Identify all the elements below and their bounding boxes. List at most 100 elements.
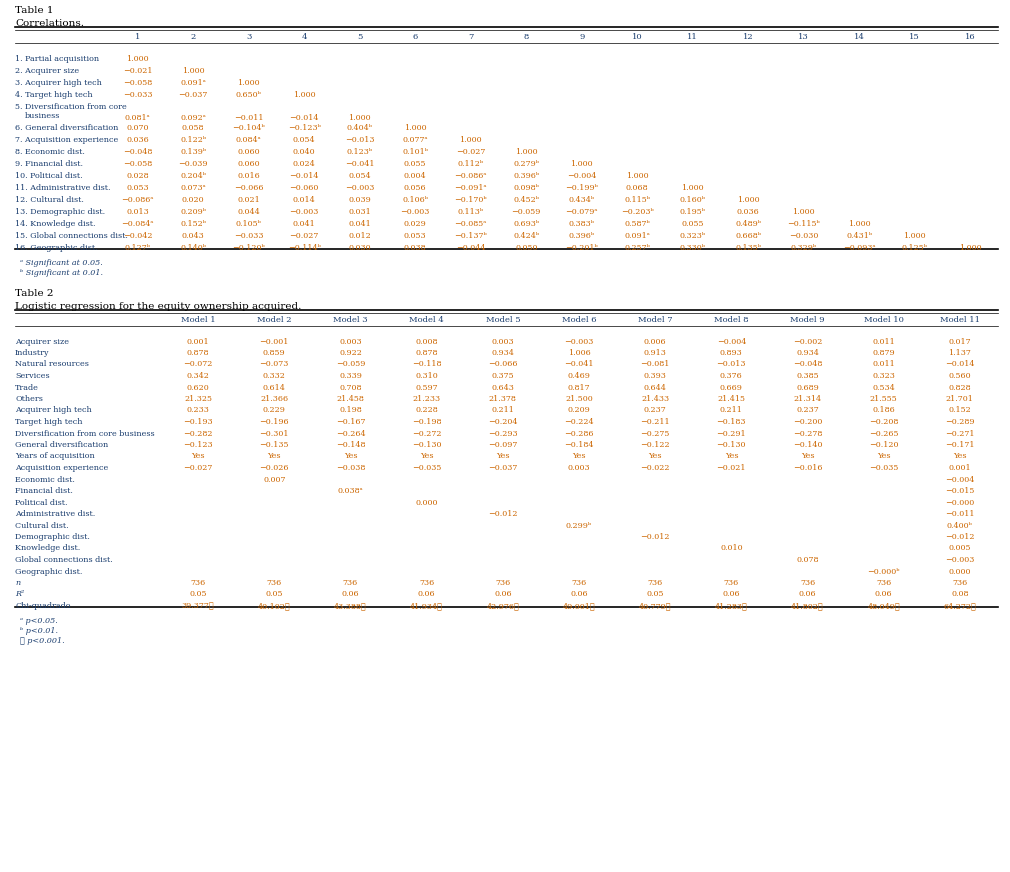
Text: −0.021: −0.021 xyxy=(717,464,746,472)
Text: −0.059: −0.059 xyxy=(511,208,541,216)
Text: Yes: Yes xyxy=(801,453,814,460)
Text: 0.329ᵇ: 0.329ᵇ xyxy=(791,244,817,252)
Text: −0.039: −0.039 xyxy=(179,160,208,168)
Text: 0.000: 0.000 xyxy=(415,499,438,507)
Text: R²: R² xyxy=(15,590,24,598)
Text: Model 9: Model 9 xyxy=(790,316,825,324)
Text: 0.669: 0.669 xyxy=(720,384,742,392)
Text: 21.701: 21.701 xyxy=(946,395,974,403)
Text: −0.148: −0.148 xyxy=(335,441,366,449)
Text: 7. Acquisition experience: 7. Acquisition experience xyxy=(15,136,118,144)
Text: 13. Demographic dist.: 13. Demographic dist. xyxy=(15,208,105,216)
Text: 0.092ᵃ: 0.092ᵃ xyxy=(181,113,206,121)
Text: −0.011: −0.011 xyxy=(945,510,975,518)
Text: −0.171: −0.171 xyxy=(945,441,975,449)
Text: −0.004: −0.004 xyxy=(567,172,597,180)
Text: 0.003: 0.003 xyxy=(339,337,362,345)
Text: 0.091ᵃ: 0.091ᵃ xyxy=(624,232,650,240)
Text: −0.000ᵇ: −0.000ᵇ xyxy=(868,568,900,576)
Text: 0.021: 0.021 xyxy=(237,196,261,204)
Text: 0.060: 0.060 xyxy=(237,148,260,156)
Text: 0.013: 0.013 xyxy=(126,208,149,216)
Text: 0.041: 0.041 xyxy=(348,220,371,228)
Text: −0.293: −0.293 xyxy=(488,430,518,438)
Text: −0.012: −0.012 xyxy=(488,510,517,518)
Text: −0.130: −0.130 xyxy=(412,441,441,449)
Text: Correlations.: Correlations. xyxy=(15,19,84,28)
Text: −0.073: −0.073 xyxy=(260,360,289,369)
Text: −0.027: −0.027 xyxy=(290,232,319,240)
Text: −0.033: −0.033 xyxy=(234,232,264,240)
Text: 0.668ᵇ: 0.668ᵇ xyxy=(735,232,762,240)
Text: −0.140: −0.140 xyxy=(793,441,822,449)
Text: 0.339: 0.339 xyxy=(339,372,362,380)
Text: −0.120ᵇ: −0.120ᵇ xyxy=(232,244,265,252)
Text: 0.038: 0.038 xyxy=(404,244,426,252)
Text: 0.893: 0.893 xyxy=(720,349,742,357)
Text: 0.323ᵇ: 0.323ᵇ xyxy=(680,232,706,240)
Text: 0.068: 0.068 xyxy=(626,184,648,192)
Text: −0.059: −0.059 xyxy=(335,360,366,369)
Text: −0.271: −0.271 xyxy=(945,430,975,438)
Text: 0.06: 0.06 xyxy=(341,590,360,598)
Text: −0.123ᵇ: −0.123ᵇ xyxy=(288,124,321,132)
Text: Logistic regression for the equity ownership acquired.: Logistic regression for the equity owner… xyxy=(15,302,301,311)
Text: 0.209ᵇ: 0.209ᵇ xyxy=(180,208,206,216)
Text: 736: 736 xyxy=(572,579,587,587)
Text: −0.291: −0.291 xyxy=(716,430,746,438)
Text: 15. Global connections dist.: 15. Global connections dist. xyxy=(15,232,128,240)
Text: −0.048: −0.048 xyxy=(123,148,153,156)
Text: 0.859: 0.859 xyxy=(263,349,286,357)
Text: 0.404ᵇ: 0.404ᵇ xyxy=(346,124,373,132)
Text: Industry: Industry xyxy=(15,349,49,357)
Text: Trade: Trade xyxy=(15,384,38,392)
Text: Model 8: Model 8 xyxy=(714,316,748,324)
Text: 40.102ၣ: 40.102ၣ xyxy=(258,602,291,610)
Text: 0.125ᵇ: 0.125ᵇ xyxy=(902,244,928,252)
Text: −0.086ᵃ: −0.086ᵃ xyxy=(454,172,487,180)
Text: 0.878: 0.878 xyxy=(415,349,438,357)
Text: 12: 12 xyxy=(743,33,753,41)
Text: 4: 4 xyxy=(302,33,307,41)
Text: 0.070: 0.070 xyxy=(126,124,149,132)
Text: −0.066: −0.066 xyxy=(234,184,264,192)
Text: 3: 3 xyxy=(246,33,251,41)
Text: 21.458: 21.458 xyxy=(336,395,365,403)
Text: 10. Political dist.: 10. Political dist. xyxy=(15,172,83,180)
Text: Economic dist.: Economic dist. xyxy=(15,475,75,483)
Text: −0.286: −0.286 xyxy=(565,430,594,438)
Text: 0.644: 0.644 xyxy=(643,384,667,392)
Text: 49.001ၣ: 49.001ၣ xyxy=(563,602,595,610)
Text: 736: 736 xyxy=(876,579,892,587)
Text: 11: 11 xyxy=(688,33,698,41)
Text: 1.000: 1.000 xyxy=(626,172,648,180)
Text: Acquirer size: Acquirer size xyxy=(15,337,69,345)
Text: ၣ p<0.001.: ၣ p<0.001. xyxy=(20,637,65,645)
Text: 0.186: 0.186 xyxy=(873,406,895,414)
Text: 0.160ᵇ: 0.160ᵇ xyxy=(680,196,706,204)
Text: −0.193: −0.193 xyxy=(183,418,213,426)
Text: −0.184: −0.184 xyxy=(565,441,594,449)
Text: 0.878: 0.878 xyxy=(187,349,209,357)
Text: −0.130: −0.130 xyxy=(717,441,746,449)
Text: Administrative dist.: Administrative dist. xyxy=(15,510,95,518)
Text: 0.330ᵇ: 0.330ᵇ xyxy=(680,244,706,252)
Text: −0.085ᵃ: −0.085ᵃ xyxy=(454,220,487,228)
Text: Natural resources: Natural resources xyxy=(15,360,89,369)
Text: 21.366: 21.366 xyxy=(261,395,288,403)
Text: 0.643: 0.643 xyxy=(492,384,514,392)
Text: 2. Acquirer size: 2. Acquirer size xyxy=(15,67,79,75)
Text: 0.007: 0.007 xyxy=(263,475,286,483)
Text: Services: Services xyxy=(15,372,49,380)
Text: 16: 16 xyxy=(965,33,976,41)
Text: 0.489ᵇ: 0.489ᵇ xyxy=(735,220,762,228)
Text: 6. General diversification: 6. General diversification xyxy=(15,124,118,132)
Text: 7: 7 xyxy=(468,33,474,41)
Text: −0.123: −0.123 xyxy=(183,441,213,449)
Text: 0.123ᵇ: 0.123ᵇ xyxy=(346,148,373,156)
Text: 0.383ᵇ: 0.383ᵇ xyxy=(569,220,595,228)
Text: Table 1: Table 1 xyxy=(15,6,54,15)
Text: 0.05: 0.05 xyxy=(266,590,283,598)
Text: −0.208: −0.208 xyxy=(869,418,899,426)
Text: 1.000: 1.000 xyxy=(515,148,537,156)
